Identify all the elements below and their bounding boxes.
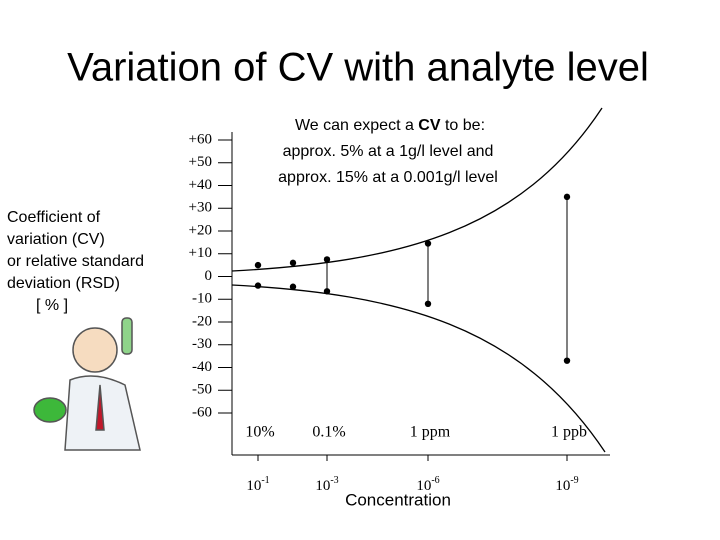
y-label-line: or relative standard bbox=[7, 253, 144, 270]
y-label-line: Coefficient of bbox=[7, 209, 101, 226]
data-point bbox=[323, 256, 331, 263]
x-tick-label: 0.1% bbox=[312, 424, 345, 441]
data-point bbox=[289, 259, 297, 267]
y-tick-label: -50 bbox=[192, 382, 212, 398]
x-sci-label: 10-1 bbox=[246, 475, 269, 494]
y-tick-label: -60 bbox=[192, 404, 212, 420]
sci-exponent: -1 bbox=[261, 475, 269, 486]
sci-base: 10 bbox=[246, 478, 261, 494]
sci-base: 10 bbox=[315, 478, 330, 494]
x-tick-label: 1 ppb bbox=[551, 424, 587, 441]
annotation-bold: CV bbox=[418, 117, 441, 134]
y-tick-label: -10 bbox=[192, 291, 212, 307]
sci-exponent: -9 bbox=[570, 475, 578, 486]
data-point bbox=[563, 193, 571, 201]
y-tick-label: +30 bbox=[189, 200, 212, 216]
test-tube bbox=[121, 317, 133, 355]
data-point bbox=[289, 283, 297, 290]
y-tick-label: -30 bbox=[192, 336, 212, 352]
y-tick-label: +40 bbox=[189, 177, 212, 193]
y-tick-label: 0 bbox=[205, 268, 213, 284]
y-tick-label: -20 bbox=[192, 313, 212, 329]
head bbox=[72, 327, 118, 373]
slide-title: Variation of CV with analyte level bbox=[67, 46, 649, 90]
y-tick-label: +60 bbox=[189, 131, 212, 147]
x-sci-label: 10-9 bbox=[555, 475, 578, 494]
y-tick-label: -40 bbox=[192, 359, 212, 375]
trend-curve bbox=[231, 284, 606, 453]
y-label-line: variation (CV) bbox=[7, 231, 105, 248]
sci-base: 10 bbox=[555, 478, 570, 494]
y-axis-label: Coefficient of variation (CV) or relativ… bbox=[7, 209, 144, 314]
y-tick-label: +10 bbox=[189, 245, 212, 261]
sci-exponent: -3 bbox=[330, 475, 338, 486]
annotation-line: approx. 5% at a 1g/l level and bbox=[283, 143, 494, 160]
sci-base: 10 bbox=[416, 478, 431, 494]
annotation-prefix: We can expect a bbox=[295, 117, 418, 134]
y-tick-label: +50 bbox=[189, 154, 212, 170]
data-point bbox=[424, 300, 432, 307]
flask bbox=[33, 397, 67, 423]
data-point bbox=[563, 357, 571, 364]
data-point bbox=[254, 261, 262, 269]
illustration bbox=[33, 317, 141, 451]
data-point bbox=[424, 240, 432, 247]
x-tick-label: 10% bbox=[245, 424, 274, 441]
y-label-line: [ % ] bbox=[36, 297, 68, 314]
sci-exponent: -6 bbox=[431, 475, 439, 486]
annotation-line: approx. 15% at a 0.001g/l level bbox=[278, 169, 498, 186]
y-label-line: deviation (RSD) bbox=[7, 275, 120, 292]
tie bbox=[95, 384, 105, 431]
data-point bbox=[323, 288, 331, 295]
annotation-suffix: to be: bbox=[441, 117, 485, 134]
trend-curve bbox=[231, 107, 603, 272]
x-sci-label: 10-3 bbox=[315, 475, 338, 494]
data-point bbox=[254, 282, 262, 289]
x-tick-label: 1 ppm bbox=[410, 424, 451, 441]
x-axis-label: Concentration bbox=[345, 490, 451, 509]
annotation: We can expect a CV to be: bbox=[295, 117, 485, 134]
y-tick-label: +20 bbox=[189, 222, 212, 238]
x-sci-label: 10-6 bbox=[416, 475, 439, 494]
